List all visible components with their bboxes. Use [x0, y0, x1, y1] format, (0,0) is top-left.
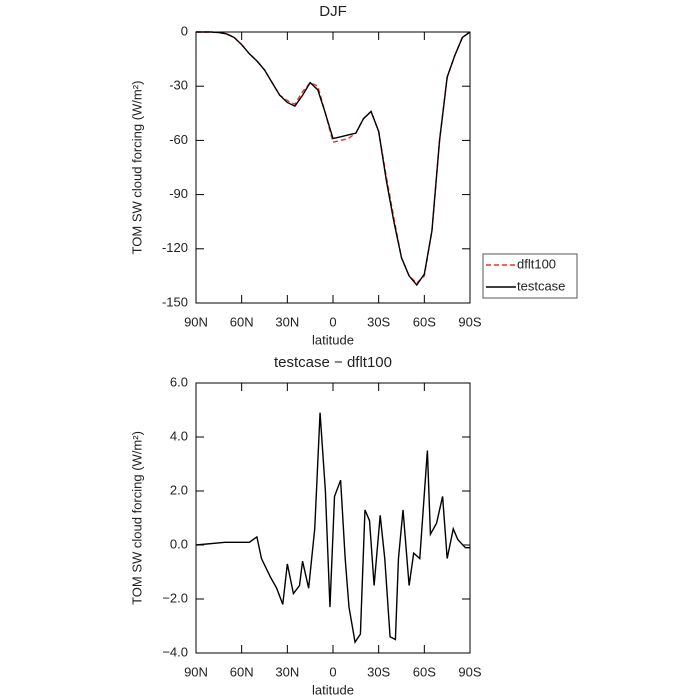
y-tick-label: -120	[162, 240, 188, 255]
legend-label: dflt100	[517, 256, 556, 271]
chart-title: testcase − dflt100	[274, 354, 392, 371]
y-tick-label: 6.0	[170, 374, 188, 389]
legend-label: testcase	[517, 278, 565, 293]
x-tick-label: 60N	[230, 664, 254, 679]
x-tick-label: 30N	[275, 664, 299, 679]
y-tick-label: 0	[181, 23, 188, 38]
plot-frame	[195, 382, 471, 654]
y-tick-label: 0.0	[170, 536, 188, 551]
legend-box	[482, 253, 578, 299]
data-line	[195, 412, 470, 645]
x-axis-label: latitude	[312, 332, 354, 347]
y-tick-label: −4.0	[162, 644, 188, 659]
x-axis-label: latitude	[312, 682, 354, 697]
x-tick-label: 60S	[413, 314, 436, 329]
x-tick-label: 0	[329, 314, 336, 329]
x-tick-label: 90S	[458, 314, 481, 329]
x-tick-label: 90S	[458, 664, 481, 679]
x-tick-label: 0	[329, 664, 336, 679]
y-tick-label: -90	[169, 186, 188, 201]
x-tick-label: 60N	[230, 314, 254, 329]
y-tick-label: 4.0	[170, 428, 188, 443]
x-tick-label: 30S	[367, 664, 390, 679]
y-tick-label: −2.0	[162, 590, 188, 605]
x-tick-label: 90N	[184, 664, 208, 679]
y-tick-label: 2.0	[170, 482, 188, 497]
y-tick-label: -60	[169, 132, 188, 147]
x-tick-label: 30N	[275, 314, 299, 329]
y-axis-label: TOM SW cloud forcing (W/m²)	[129, 81, 144, 255]
chart-title: DJF	[319, 3, 347, 20]
x-tick-label: 30S	[367, 314, 390, 329]
y-tick-label: -150	[162, 294, 188, 309]
x-tick-label: 90N	[184, 314, 208, 329]
y-axis-label: TOM SW cloud forcing (W/m²)	[129, 431, 144, 605]
plot-frame	[195, 31, 471, 304]
y-tick-label: -30	[169, 78, 188, 93]
data-line	[196, 31, 471, 287]
x-tick-label: 60S	[413, 664, 436, 679]
